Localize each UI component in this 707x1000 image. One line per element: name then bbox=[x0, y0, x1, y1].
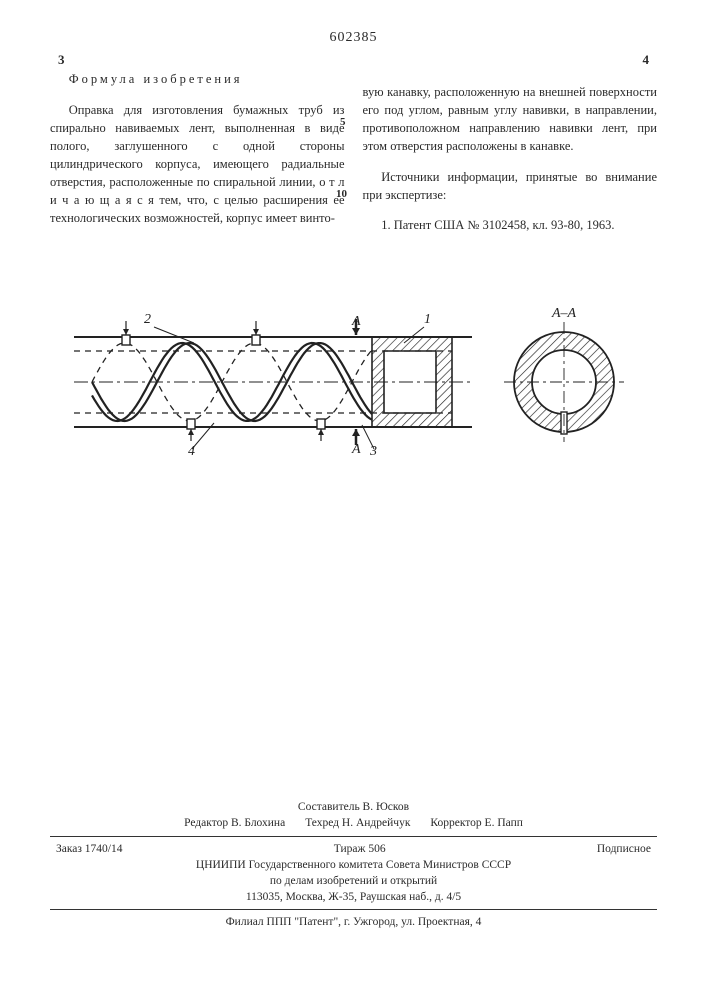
page-num-right: 4 bbox=[643, 52, 650, 68]
credits-tech: Техред Н. Андрейчук bbox=[305, 815, 410, 831]
imprint-org2: по делам изобретений и открытий bbox=[50, 873, 657, 889]
line-marker-5: 5 bbox=[340, 116, 346, 128]
sources-intro: Источники информации, принятые во вниман… bbox=[363, 168, 658, 204]
sources-item: 1. Патент США № 3102458, кл. 93-80, 1963… bbox=[363, 216, 658, 234]
text-columns: Формула изобретения Оправка для изготовл… bbox=[50, 70, 657, 247]
imprint-tirazh: Тираж 506 bbox=[334, 841, 386, 857]
imprint-order: Заказ 1740/14 bbox=[56, 841, 123, 857]
svg-text:A–A: A–A bbox=[551, 306, 577, 321]
credits-author: Составитель В. Юсков bbox=[50, 799, 657, 815]
page-num-left: 3 bbox=[58, 52, 65, 68]
footer-rule-2 bbox=[50, 909, 657, 910]
right-column: вую канавку, расположенную на внешней по… bbox=[363, 70, 658, 247]
line-marker-10: 10 bbox=[336, 188, 347, 200]
formula-title: Формула изобретения bbox=[50, 70, 345, 88]
credits-corrector: Корректор Е. Папп bbox=[430, 815, 522, 831]
doc-number: 602385 bbox=[50, 30, 657, 46]
figure-area: A A A–A 1 2 3 4 bbox=[50, 287, 657, 477]
footer: Составитель В. Юсков Редактор В. Блохина… bbox=[50, 799, 657, 930]
imprint-branch: Филиал ППП "Патент", г. Ужгород, ул. Про… bbox=[50, 914, 657, 930]
svg-text:3: 3 bbox=[369, 444, 377, 459]
imprint-org: ЦНИИПИ Государственного комитета Совета … bbox=[50, 857, 657, 873]
left-column: Формула изобретения Оправка для изготовл… bbox=[50, 70, 345, 247]
imprint-podpisnoe: Подписное bbox=[597, 841, 651, 857]
left-paragraph: Оправка для изготовления бумажных труб и… bbox=[50, 101, 345, 228]
credits-editor: Редактор В. Блохина bbox=[184, 815, 285, 831]
technical-figure: A A A–A 1 2 3 4 bbox=[74, 287, 634, 477]
credits-row: Редактор В. Блохина Техред Н. Андрейчук … bbox=[50, 815, 657, 831]
footer-rule-1 bbox=[50, 836, 657, 837]
svg-text:1: 1 bbox=[424, 312, 431, 327]
svg-text:A: A bbox=[351, 314, 361, 329]
svg-text:A: A bbox=[351, 442, 361, 457]
page-numbers: 3 4 bbox=[50, 52, 657, 68]
right-paragraph-1: вую канавку, расположенную на внешней по… bbox=[363, 83, 658, 156]
imprint-row: Заказ 1740/14 Тираж 506 Подписное bbox=[50, 841, 657, 857]
svg-text:2: 2 bbox=[144, 312, 151, 327]
imprint-address: 113035, Москва, Ж-35, Раушская наб., д. … bbox=[50, 889, 657, 905]
svg-text:4: 4 bbox=[188, 444, 195, 459]
